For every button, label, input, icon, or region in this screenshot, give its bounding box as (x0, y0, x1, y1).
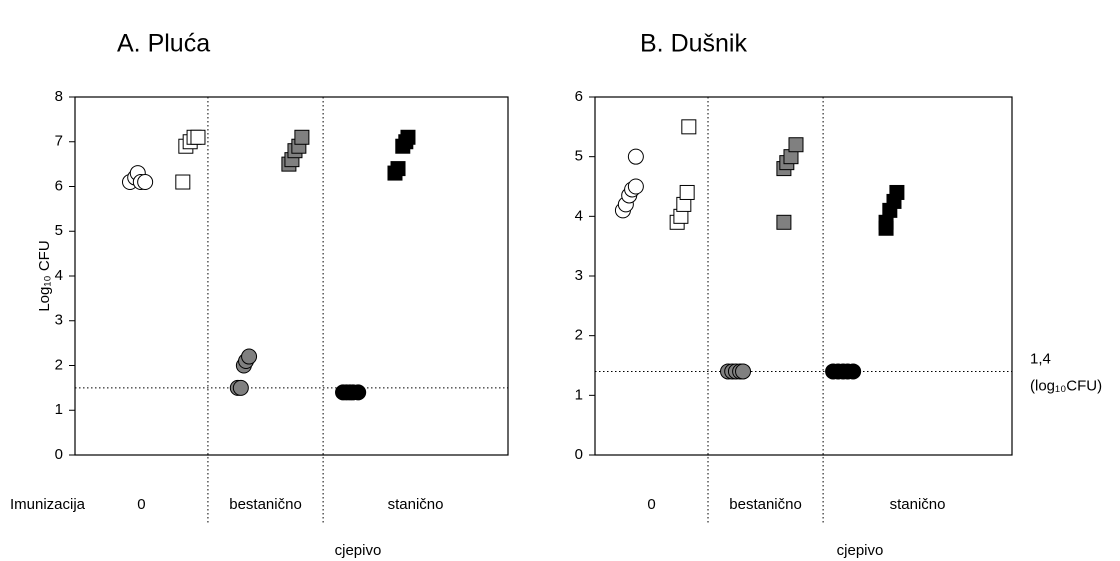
group-label: 0 (137, 496, 145, 513)
y-tick-label: 5 (55, 222, 63, 239)
group-label: bestanično (229, 496, 302, 513)
point (400, 129, 416, 145)
y-tick-label: 2 (575, 327, 583, 344)
plot-frame (594, 96, 1013, 456)
point (735, 363, 752, 380)
group-label: bestanično (729, 496, 802, 513)
point (627, 178, 644, 195)
y-tick-label: 0 (575, 446, 583, 463)
point (175, 174, 191, 190)
y-tick-label: 2 (55, 356, 63, 373)
point (232, 379, 249, 396)
y-tick-label: 1 (575, 386, 583, 403)
point (390, 161, 406, 177)
point (776, 214, 792, 230)
y-tick-label: 4 (575, 207, 583, 224)
y-tick-label: 1 (55, 401, 63, 418)
point (788, 137, 804, 153)
threshold-label: (log₁₀CFU) (1030, 377, 1102, 394)
y-tick-label: 5 (575, 148, 583, 165)
y-tick-label: 6 (55, 177, 63, 194)
threshold-label: 1,4 (1030, 350, 1051, 367)
point (679, 184, 695, 200)
y-tick-label: 3 (55, 312, 63, 329)
y-tick-label: 4 (55, 267, 63, 284)
point (294, 129, 310, 145)
y-tick-label: 7 (55, 133, 63, 150)
point (190, 129, 206, 145)
group-title: Imunizacija (10, 496, 86, 513)
panel-title: B. Dušnik (640, 30, 747, 58)
x-axis-label: cjepivo (335, 542, 382, 559)
point (350, 384, 367, 401)
y-tick-label: 0 (55, 446, 63, 463)
y-tick-label: 3 (575, 267, 583, 284)
point (627, 148, 644, 165)
plot-frame (74, 96, 509, 456)
group-label: 0 (647, 496, 655, 513)
panel-title: A. Pluća (117, 30, 210, 58)
group-label: stanično (388, 496, 444, 513)
point (889, 184, 905, 200)
point (845, 363, 862, 380)
group-label: stanično (890, 496, 946, 513)
y-axis-label: Log₁₀ CFU (36, 240, 53, 311)
point (681, 119, 697, 135)
point (241, 348, 258, 365)
point (137, 174, 154, 191)
y-tick-label: 6 (575, 88, 583, 105)
x-axis-label: cjepivo (837, 542, 884, 559)
y-tick-label: 8 (55, 88, 63, 105)
